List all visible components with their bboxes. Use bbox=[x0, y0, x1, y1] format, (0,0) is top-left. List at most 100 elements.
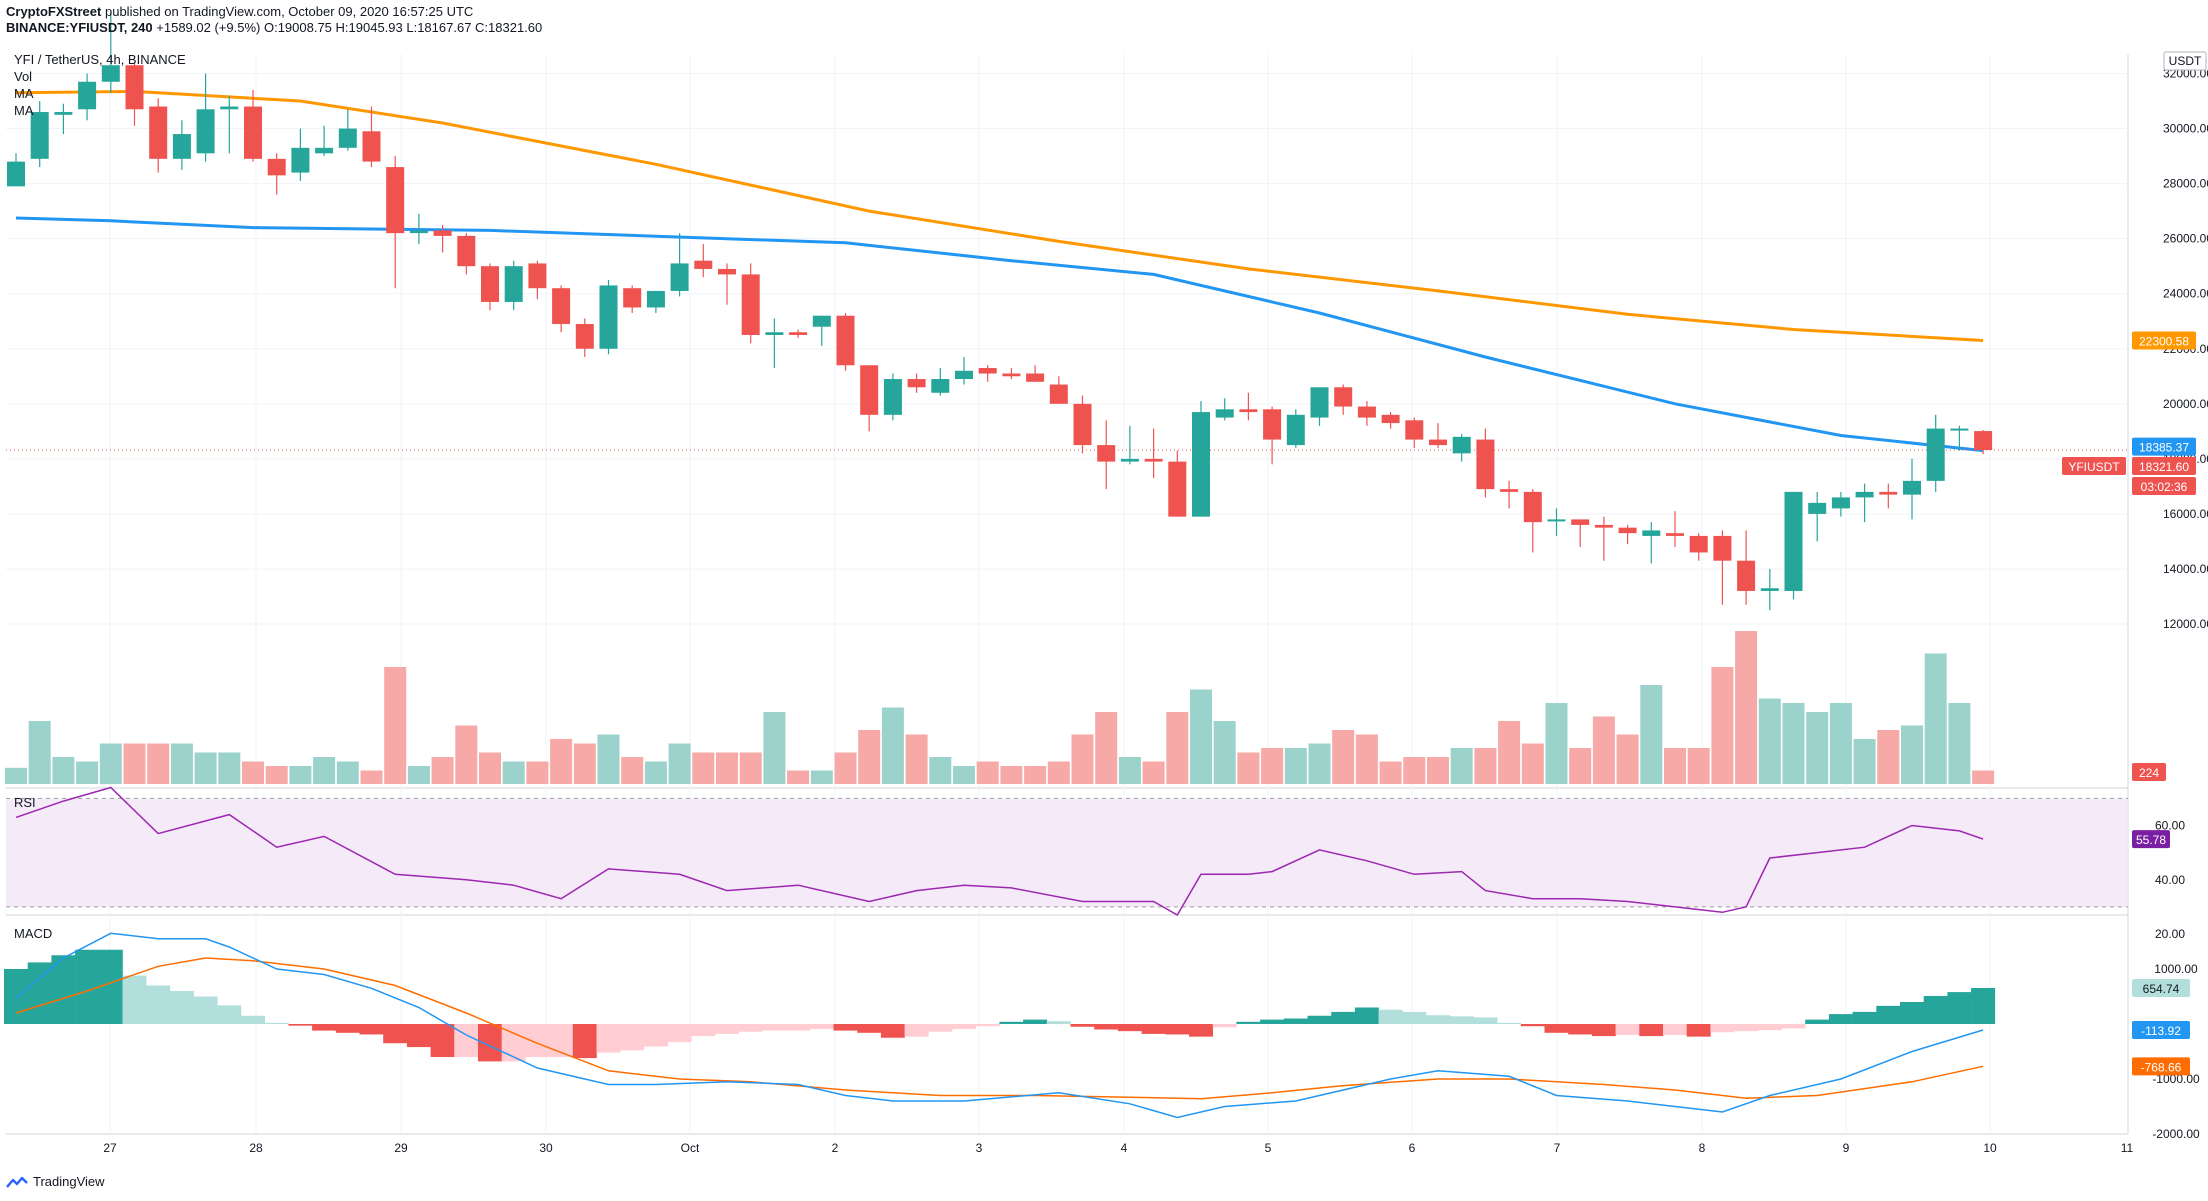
macd-value-box bbox=[2132, 1057, 2190, 1076]
volume-bar bbox=[1664, 748, 1686, 784]
macd-histogram-bar bbox=[1212, 1024, 1237, 1028]
macd-histogram-bar bbox=[1615, 1024, 1640, 1035]
candle-body bbox=[1026, 373, 1045, 382]
macd-histogram-bar bbox=[1710, 1024, 1735, 1033]
candle-body bbox=[1168, 461, 1187, 517]
rsi-value-box bbox=[2132, 830, 2170, 849]
volume-bar bbox=[431, 757, 454, 784]
macd-histogram-bar bbox=[1900, 1002, 1924, 1024]
header-published-line: CryptoFXStreet published on TradingView.… bbox=[6, 4, 473, 19]
volume-bar bbox=[1711, 667, 1734, 784]
tradingview-logo-icon bbox=[6, 1176, 28, 1188]
volume-bar bbox=[597, 734, 620, 784]
macd-histogram-bar bbox=[51, 955, 76, 1024]
macd-histogram-bar bbox=[952, 1024, 976, 1029]
volume-bar bbox=[573, 743, 596, 784]
candle-body bbox=[1334, 387, 1353, 407]
macd-histogram-bar bbox=[1070, 1024, 1095, 1027]
volume-bar bbox=[1237, 752, 1260, 784]
candle-body bbox=[1405, 420, 1424, 440]
time-tick-label: 8 bbox=[1699, 1141, 1706, 1155]
published-text: published on TradingView.com, October 09… bbox=[104, 4, 474, 19]
candle-body bbox=[860, 365, 879, 415]
volume-bar bbox=[1616, 734, 1639, 784]
candle-body bbox=[54, 112, 73, 115]
volume-bar bbox=[1687, 748, 1710, 784]
candle-body bbox=[1713, 535, 1732, 561]
candle-body bbox=[78, 81, 97, 110]
ma-slow-line bbox=[15, 89, 1984, 342]
macd-histogram-bar bbox=[738, 1024, 763, 1032]
ma-fast-line bbox=[15, 216, 1984, 453]
volume-bar bbox=[1142, 761, 1165, 784]
macd-histogram-bar bbox=[1046, 1021, 1071, 1024]
macd-value-label: -113.92 bbox=[2141, 1024, 2181, 1038]
macd-histogram-bar bbox=[335, 1024, 360, 1033]
macd-histogram-bar bbox=[1283, 1018, 1308, 1024]
volume-bar bbox=[1592, 716, 1615, 784]
macd-histogram-bar bbox=[1449, 1016, 1474, 1024]
price-tick-label: 28000.00 bbox=[2163, 177, 2208, 191]
volume-bar bbox=[526, 761, 549, 784]
macd-histogram-bar bbox=[1805, 1019, 1830, 1024]
candle-body bbox=[1310, 387, 1329, 418]
rsi-line bbox=[15, 786, 1984, 917]
volume-bar bbox=[739, 752, 762, 784]
time-tick-label: 5 bbox=[1265, 1141, 1272, 1155]
volume-bar bbox=[194, 752, 217, 784]
volume-bar bbox=[1735, 631, 1758, 784]
volume-bar bbox=[1284, 748, 1307, 784]
macd-histogram-bar bbox=[880, 1024, 905, 1038]
volume-bar bbox=[1782, 703, 1805, 784]
macd-label[interactable]: MACD bbox=[14, 926, 53, 941]
volume-bar bbox=[1545, 703, 1568, 784]
volume-bar bbox=[242, 761, 264, 784]
macd-histogram-bar bbox=[833, 1024, 858, 1031]
legend-ma-1[interactable]: MA bbox=[14, 86, 34, 101]
macd-histogram-bar bbox=[383, 1024, 408, 1044]
candle-body bbox=[1381, 414, 1400, 424]
volume-value-label: 224 bbox=[2139, 766, 2159, 780]
volume-bar bbox=[1024, 766, 1047, 784]
candle-body bbox=[812, 315, 831, 327]
candle-body bbox=[244, 106, 262, 159]
volume-bar bbox=[1071, 734, 1094, 784]
candle-body bbox=[1500, 489, 1519, 492]
moving-averages bbox=[6, 89, 2128, 453]
volume-bar bbox=[360, 770, 383, 784]
macd-histogram-bar bbox=[75, 949, 100, 1024]
legend-title[interactable]: YFI / TetherUS, 4h, BINANCE bbox=[14, 52, 186, 67]
legend-vol[interactable]: Vol bbox=[14, 69, 33, 84]
volume-bar bbox=[1308, 743, 1331, 784]
publisher-name[interactable]: CryptoFXStreet bbox=[6, 4, 102, 19]
volume-bar bbox=[479, 752, 501, 784]
volume-bar bbox=[170, 743, 193, 784]
volume-bar bbox=[313, 757, 336, 784]
candle-body bbox=[409, 230, 428, 234]
volume-bar bbox=[28, 721, 51, 784]
macd-histogram-bar bbox=[1378, 1009, 1403, 1024]
legend-ma-2[interactable]: MA bbox=[14, 103, 34, 118]
tradingview-logo[interactable]: TradingView bbox=[6, 1174, 105, 1189]
macd-histogram-bar bbox=[1094, 1024, 1119, 1030]
volume-bar bbox=[763, 712, 786, 784]
macd-histogram-bar bbox=[1663, 1024, 1687, 1035]
time-tick-label: 27 bbox=[103, 1141, 117, 1155]
macd-histogram-bar bbox=[1544, 1024, 1569, 1033]
volume-bars bbox=[5, 631, 1995, 784]
volume-bar bbox=[1190, 689, 1212, 784]
candle-body bbox=[1926, 428, 1945, 481]
volume-bar bbox=[455, 725, 478, 784]
header-ohlc-line: BINANCE:YFIUSDT, 240 +1589.02 (+9.5%) O:… bbox=[6, 20, 542, 35]
macd-histogram-bar bbox=[1426, 1015, 1450, 1024]
rsi-label[interactable]: RSI bbox=[14, 795, 36, 810]
volume-bar bbox=[384, 667, 407, 784]
macd-histogram-bar bbox=[122, 975, 147, 1024]
candle-body bbox=[1689, 535, 1708, 553]
ohlc-values: O:19008.75 H:19045.93 L:18167.67 C:18321… bbox=[263, 20, 543, 35]
candle-body bbox=[1642, 530, 1661, 536]
macd-histogram-bar bbox=[406, 1024, 431, 1048]
candle-body bbox=[528, 263, 547, 289]
candle-body bbox=[883, 379, 902, 415]
